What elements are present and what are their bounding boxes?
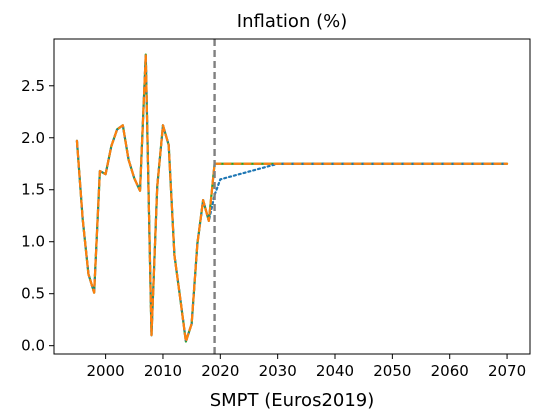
plot-area [75, 39, 509, 354]
chart-title: Inflation (%) [237, 11, 347, 32]
series-line-3 [75, 53, 509, 343]
x-tick-label: 2060 [431, 362, 469, 380]
x-tick-label: 2000 [87, 362, 125, 380]
series-line-1 [75, 53, 509, 343]
y-tick-label: 2.0 [21, 129, 45, 147]
x-tick-label: 2020 [201, 362, 239, 380]
x-tick-label: 2040 [316, 362, 354, 380]
y-tick-label: 1.0 [21, 233, 45, 251]
x-tick-label: 2070 [488, 362, 526, 380]
y-tick-label: 2.5 [21, 77, 45, 95]
x-tick-label: 2010 [144, 362, 182, 380]
y-tick-label: 1.5 [21, 181, 45, 199]
axis-ticks: 2000 2010 2020 2030 2040 2050 2060 2070 0.0 0.5 1.… [21, 77, 526, 380]
x-tick-label: 2050 [373, 362, 411, 380]
y-tick-label: 0.0 [21, 337, 45, 355]
series-line-2 [75, 53, 509, 343]
x-tick-label: 2030 [259, 362, 297, 380]
x-axis-label: SMPT (Euros2019) [210, 390, 375, 411]
y-tick-label: 0.5 [21, 285, 45, 303]
plot-frame [53, 38, 531, 355]
